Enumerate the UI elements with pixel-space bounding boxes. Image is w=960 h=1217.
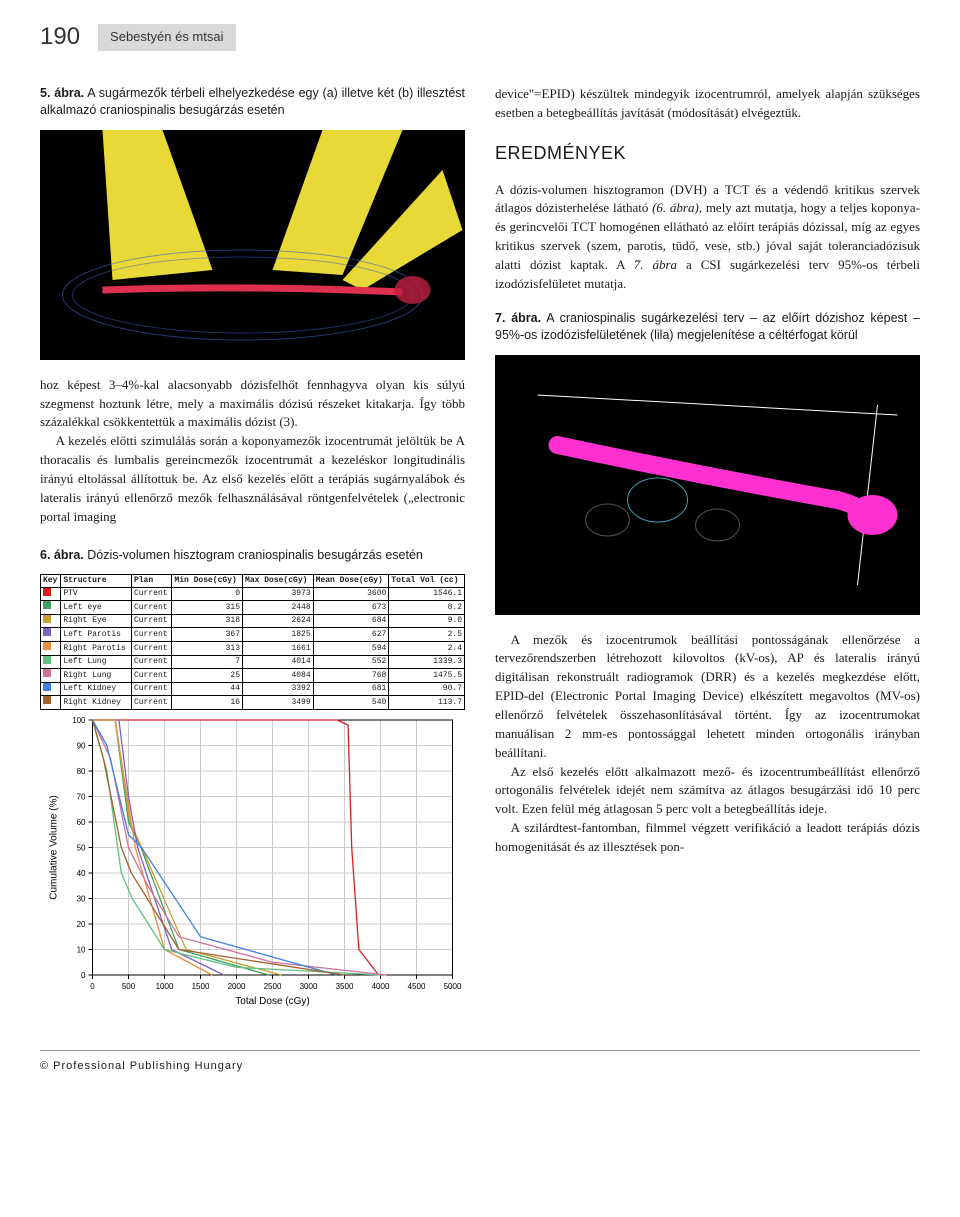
left-column: 5. ábra. A sugármezők térbeli elhelyezke… (40, 85, 465, 1010)
page-number: 190 (40, 20, 80, 55)
svg-text:0: 0 (81, 971, 86, 980)
page-footer: © Professional Publishing Hungary (40, 1050, 920, 1075)
dvh-table: KeyStructurePlanMin Dose(cGy)Max Dose(cG… (40, 574, 465, 710)
figure5-caption: 5. ábra. A sugármezők térbeli elhelyezke… (40, 85, 465, 120)
svg-text:3500: 3500 (336, 982, 354, 991)
svg-text:50: 50 (77, 843, 86, 852)
svg-text:2500: 2500 (264, 982, 282, 991)
figure5-label: 5. ábra. (40, 86, 84, 100)
figure6-chart: 0500100015002000250030003500400045005000… (40, 710, 465, 1010)
svg-text:1000: 1000 (156, 982, 174, 991)
right-column: device"=EPID) készültek mindegyik izocen… (495, 85, 920, 1010)
svg-text:60: 60 (77, 818, 86, 827)
figure7-caption-text: A craniospinalis sugárkezelési terv – az… (495, 311, 920, 343)
figure6-label: 6. ábra. (40, 548, 84, 562)
svg-text:10: 10 (77, 945, 86, 954)
svg-text:3000: 3000 (300, 982, 318, 991)
left-para-1: hoz képest 3–4%-kal alacsonyabb dózisfel… (40, 376, 465, 433)
svg-text:4000: 4000 (372, 982, 390, 991)
svg-text:90: 90 (77, 741, 86, 750)
svg-text:Cumulative Volume (%): Cumulative Volume (%) (49, 795, 60, 899)
svg-text:80: 80 (77, 767, 86, 776)
figure6-caption-text: Dózis-volumen hisztogram craniospinalis … (87, 548, 423, 562)
section-eredmenyek: EREDMÉNYEK (495, 140, 920, 166)
figure5-caption-text: A sugármezők térbeli elhelyezkedése egy … (40, 86, 465, 118)
page-header: 190 Sebestyén és mtsai (40, 20, 920, 55)
main-columns: 5. ábra. A sugármezők térbeli elhelyezke… (40, 85, 920, 1010)
svg-text:0: 0 (90, 982, 95, 991)
svg-text:5000: 5000 (444, 982, 462, 991)
svg-text:70: 70 (77, 792, 86, 801)
header-authors: Sebestyén és mtsai (98, 24, 235, 51)
right-para-4: Az első kezelés előtt alkalmazott mező- … (495, 763, 920, 820)
figure7-caption: 7. ábra. A craniospinalis sugárkezelési … (495, 310, 920, 345)
figure7-image (495, 355, 920, 615)
svg-text:20: 20 (77, 920, 86, 929)
svg-text:30: 30 (77, 894, 86, 903)
right-para-5: A szilárdtest-fantomban, filmmel végzett… (495, 819, 920, 857)
svg-text:100: 100 (72, 716, 86, 725)
figure7-label: 7. ábra. (495, 311, 541, 325)
figure7-ref: 7. ábra (634, 257, 677, 272)
right-para-1: device"=EPID) készültek mindegyik izocen… (495, 85, 920, 123)
svg-text:2000: 2000 (228, 982, 246, 991)
svg-text:500: 500 (122, 982, 136, 991)
svg-text:Total Dose (cGy): Total Dose (cGy) (235, 996, 309, 1007)
svg-text:40: 40 (77, 869, 86, 878)
right-para-2: A dózis-volumen hisztogramon (DVH) a TCT… (495, 181, 920, 294)
right-para-3: A mezők és izocentrumok beállítási ponto… (495, 631, 920, 763)
left-para-2: A kezelés előtti szimulálás során a kopo… (40, 432, 465, 526)
figure6-ref: (6. ábra) (652, 200, 699, 215)
svg-text:4500: 4500 (408, 982, 426, 991)
figure6-caption: 6. ábra. Dózis-volumen hisztogram cranio… (40, 547, 465, 565)
figure5-image (40, 130, 465, 360)
svg-text:1500: 1500 (192, 982, 210, 991)
